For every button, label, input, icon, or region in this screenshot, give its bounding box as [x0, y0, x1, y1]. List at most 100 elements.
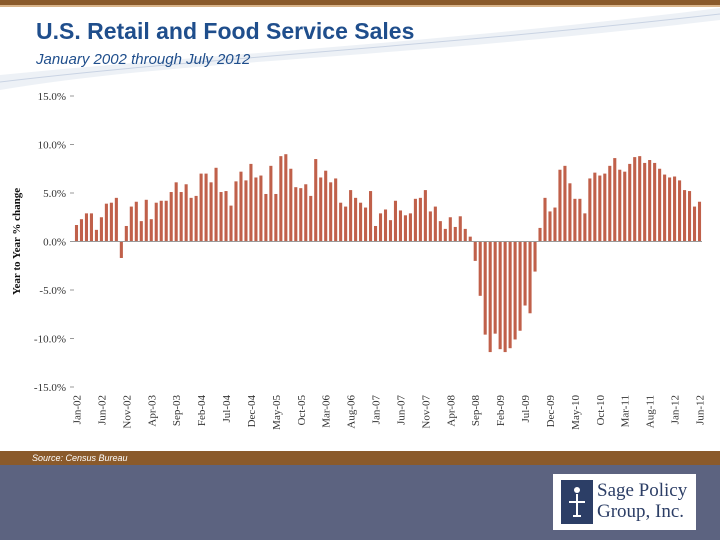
bar: [239, 171, 243, 242]
bar: [438, 221, 442, 242]
x-tick-label: Sep-03: [171, 395, 183, 427]
x-tick-label: Apr-08: [445, 395, 457, 427]
bar: [94, 229, 98, 242]
bar: [687, 191, 692, 242]
x-tick-label: Nov-07: [420, 395, 432, 429]
x-tick-label: Dec-09: [545, 395, 557, 428]
bar: [359, 202, 363, 242]
x-tick-label: Jun-02: [96, 395, 108, 425]
bar: [279, 156, 283, 242]
bar: [598, 175, 602, 242]
bar: [588, 178, 592, 242]
bar: [214, 167, 218, 242]
bar: [284, 154, 288, 242]
bar: [458, 216, 462, 242]
bar: [164, 200, 168, 242]
bar: [428, 211, 432, 242]
bar: [234, 181, 238, 242]
bar: [518, 241, 522, 331]
bar: [692, 206, 697, 242]
x-tick-label: Mar-11: [620, 395, 632, 427]
y-tick-label: -15.0%: [34, 382, 66, 394]
bar: [633, 157, 637, 242]
logo-line-1: Sage Policy: [597, 480, 688, 501]
bar: [513, 241, 517, 340]
bar: [423, 190, 427, 242]
bar: [274, 193, 278, 242]
x-tick-label: Feb-09: [495, 395, 507, 427]
bar: [643, 162, 647, 242]
bar: [184, 184, 188, 242]
bar: [209, 182, 213, 242]
bar: [294, 187, 298, 242]
bar: [618, 169, 622, 242]
bar: [463, 228, 467, 242]
bar: [403, 215, 407, 242]
bar: [129, 206, 133, 242]
y-tick-label: -10.0%: [34, 334, 66, 346]
bar: [144, 199, 148, 242]
x-tick-label: Jun-07: [395, 395, 407, 425]
header-swoosh: [0, 8, 720, 90]
bar: [663, 174, 667, 242]
bar: [179, 192, 183, 242]
bar: [593, 172, 597, 242]
bar: [578, 198, 582, 242]
bar: [678, 180, 682, 242]
bar: [269, 165, 273, 242]
bar: [109, 202, 113, 242]
source-note: Source: Census Bureau: [32, 453, 128, 463]
bar: [244, 180, 248, 242]
bar: [74, 225, 79, 242]
x-tick-label: Apr-03: [146, 395, 158, 427]
x-tick-label: Jan-12: [670, 395, 682, 424]
bar: [658, 168, 662, 242]
bar: [583, 213, 587, 242]
bar: [309, 195, 313, 242]
bar: [319, 177, 323, 242]
bar: [528, 241, 532, 314]
bar: [548, 211, 552, 242]
bar: [508, 241, 512, 349]
bar: [538, 227, 542, 242]
bar: [174, 182, 178, 242]
y-axis-label: Year to Year % change: [11, 188, 23, 295]
bar: [503, 241, 507, 353]
page-subtitle: January 2002 through July 2012: [36, 51, 251, 68]
bar: [159, 200, 163, 242]
bar: [648, 160, 652, 242]
bar: [134, 201, 138, 242]
bar: [194, 195, 198, 242]
y-tick-label: 15.0%: [38, 91, 66, 103]
bar: [408, 213, 412, 242]
bar: [224, 191, 228, 242]
bar: [189, 197, 193, 242]
bar: [398, 210, 403, 242]
x-tick-label: Jan-02: [71, 395, 83, 424]
bar: [638, 156, 642, 242]
x-tick-label: Nov-02: [121, 395, 133, 429]
bar: [99, 217, 103, 242]
bar: [448, 217, 452, 242]
bar: [393, 200, 398, 242]
logo-figure-icon: [561, 480, 593, 524]
bar: [169, 192, 173, 242]
x-tick-label: Sep-08: [470, 395, 482, 427]
bar: [229, 205, 233, 242]
bar: [608, 165, 612, 242]
bar: [299, 188, 303, 242]
bar: [254, 177, 258, 242]
bar: [139, 221, 143, 242]
bar: [488, 241, 492, 353]
bar: [483, 241, 487, 335]
bar: [478, 241, 482, 296]
bar: [493, 241, 497, 334]
bar: [354, 197, 358, 242]
bar: [628, 163, 632, 242]
top-accent-bar: [0, 0, 720, 5]
bar: [204, 173, 208, 242]
bar: [573, 198, 577, 242]
bar: [553, 207, 557, 242]
x-tick-label: Aug-11: [645, 395, 657, 428]
bar: [264, 193, 268, 242]
